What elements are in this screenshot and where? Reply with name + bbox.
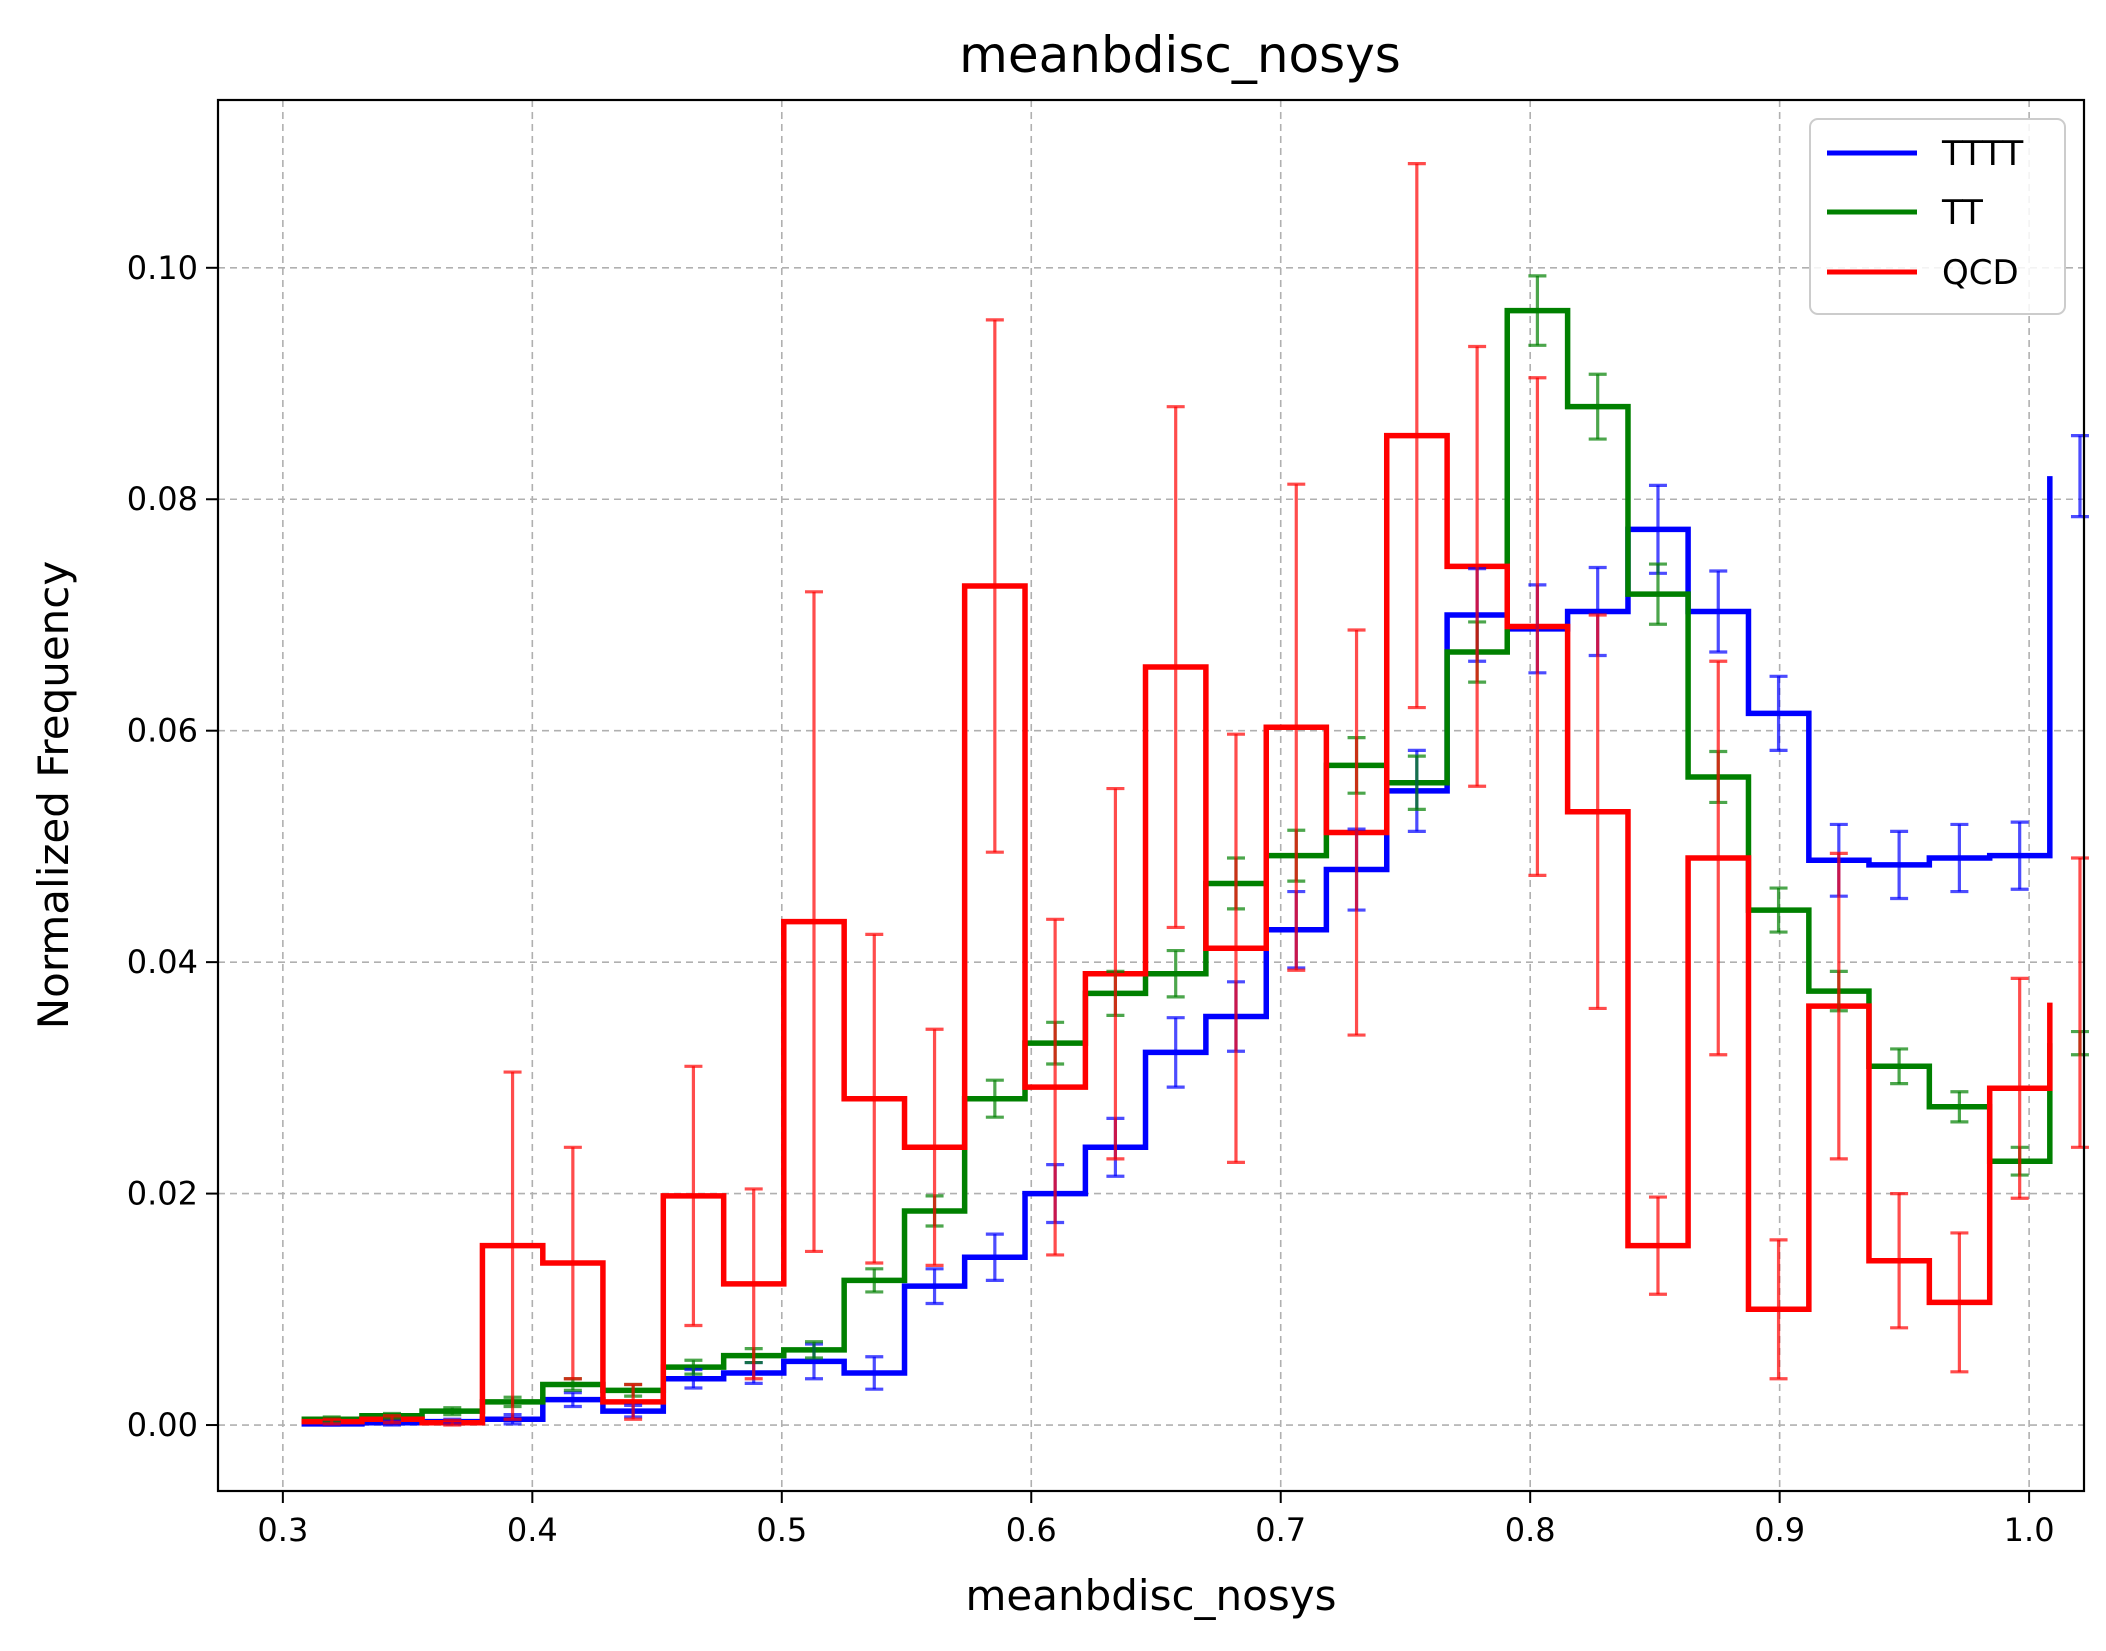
x-tick-label: 0.6 bbox=[1006, 1511, 1057, 1549]
y-axis-label: Normalized Frequency bbox=[29, 561, 78, 1030]
legend-box bbox=[1809, 118, 2066, 315]
x-tick-label: 0.7 bbox=[1255, 1511, 1306, 1549]
error-bars-qcd bbox=[322, 162, 2089, 1427]
x-axis-label: meanbdisc_nosys bbox=[965, 1571, 1336, 1620]
x-tick-label: 1.0 bbox=[2004, 1511, 2055, 1549]
grid-lines bbox=[218, 100, 2084, 1491]
y-tick-label: 0.10 bbox=[127, 249, 198, 287]
y-tick-label: 0.02 bbox=[127, 1175, 198, 1213]
histogram-tttt bbox=[301, 476, 2053, 1427]
chart-title: meanbdisc_nosys bbox=[959, 26, 1401, 84]
y-tick-label: 0.08 bbox=[127, 480, 198, 518]
legend-label-qcd: QCD bbox=[1942, 253, 2019, 293]
plot-frame bbox=[216, 98, 2086, 1493]
axis-ticks: 0.3 0.4 0.5 0.6 0.7 0.8 0.9 1.0 0.00 0.02 0.04 0.06… bbox=[127, 249, 2055, 1549]
y-tick-label: 0.04 bbox=[127, 943, 198, 981]
x-tick-label: 0.9 bbox=[1754, 1511, 1805, 1549]
legend: TTTT TT QCD bbox=[1809, 118, 2066, 315]
y-tick-label: 0.00 bbox=[127, 1406, 198, 1444]
histogram-qcd bbox=[301, 432, 2053, 1426]
x-tick-label: 0.5 bbox=[756, 1511, 807, 1549]
error-bars bbox=[322, 162, 2089, 1427]
x-tick-label: 0.3 bbox=[257, 1511, 308, 1549]
x-tick-label: 0.4 bbox=[507, 1511, 558, 1549]
legend-label-tttt: TTTT bbox=[1941, 134, 2024, 174]
x-tick-label: 0.8 bbox=[1505, 1511, 1556, 1549]
y-tick-label: 0.06 bbox=[127, 712, 198, 750]
histogram-series bbox=[301, 307, 2053, 1427]
legend-label-tt: TT bbox=[1941, 193, 1983, 233]
